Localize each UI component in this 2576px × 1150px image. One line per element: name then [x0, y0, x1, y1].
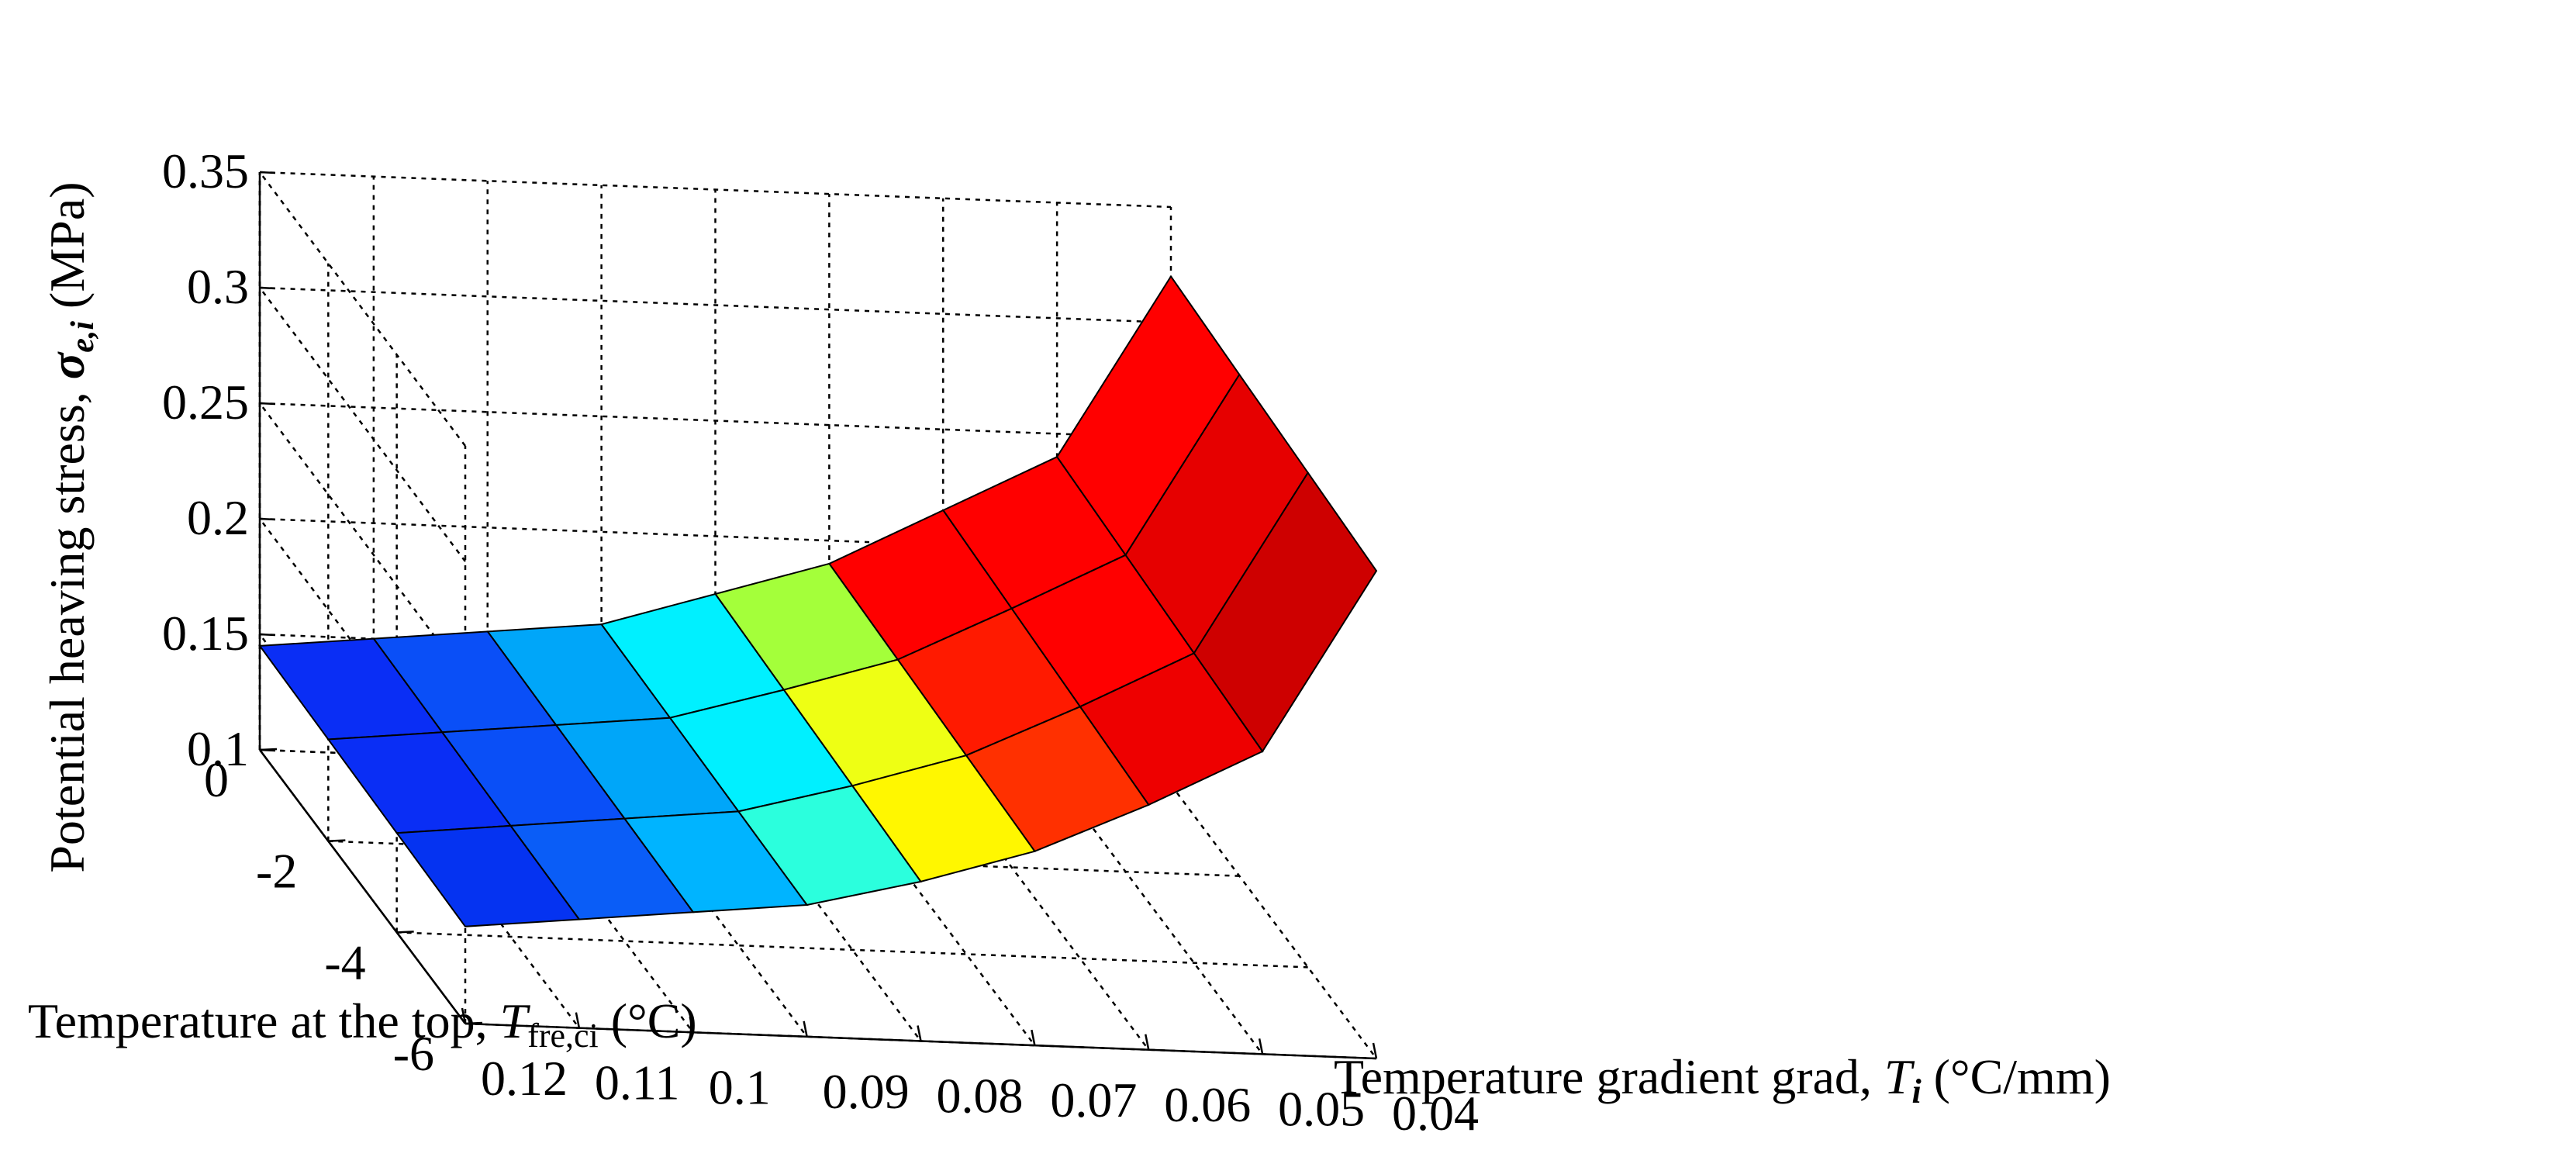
- y-tick-label: -4: [324, 934, 365, 989]
- z-tick-label: 0.25: [162, 375, 249, 430]
- z-gridline: [257, 286, 1172, 562]
- x-tick-label: 0.1: [709, 1059, 771, 1114]
- x-tick-label: 0.11: [595, 1055, 680, 1110]
- tick-labels: 0.1 0.15 0.2 0.25 0.3 0.35 0 -2 -4 -6 0.12 0.11 0.1 0…: [162, 143, 1479, 1141]
- y-floor-gridline: [396, 931, 1308, 969]
- z-tick-label: 0.15: [162, 606, 249, 661]
- z-axis-title: Potential heaving stress, σe,i (MPa): [40, 181, 101, 872]
- x-floor-gridline: [828, 771, 1036, 1046]
- x-floor-gridline: [486, 758, 694, 1034]
- x-floor-gridline: [714, 766, 922, 1042]
- y-tick-label: -2: [256, 844, 297, 899]
- x-tick-mark: [689, 1017, 694, 1033]
- surface-cell: [395, 824, 581, 927]
- x-tick-label: 0.07: [1050, 1072, 1137, 1128]
- x-tick-mark: [803, 1020, 808, 1038]
- x-tick-mark: [917, 1025, 922, 1041]
- x-tick-mark: [1258, 1038, 1264, 1055]
- y-axis-title: Temperature at the top, Tfre,ci (°C): [28, 993, 697, 1055]
- z-tick-mark: [259, 171, 276, 174]
- y-tick-mark: [396, 931, 414, 934]
- z-tick-label: 0.1: [187, 721, 249, 776]
- x-floor-gridline: [942, 775, 1150, 1051]
- x-tick-mark: [575, 1012, 581, 1028]
- x-tick-label: 0.04: [1392, 1086, 1479, 1141]
- z-tick-label: 0.35: [162, 143, 249, 199]
- z-tick-mark: [259, 517, 276, 521]
- y-tick-label: -6: [393, 1026, 434, 1081]
- x-tick-label: 0.09: [823, 1064, 910, 1119]
- z-tick-mark: [259, 633, 276, 637]
- x-tick-label: 0.08: [937, 1069, 1024, 1124]
- z-tick-label: 0.3: [187, 259, 249, 314]
- z-gridline: [257, 171, 1172, 447]
- y-axis-line: [259, 749, 466, 1024]
- x-tick-mark: [1031, 1029, 1036, 1046]
- y-tick-label: 0: [204, 752, 229, 807]
- x-tick-mark: [461, 1007, 467, 1024]
- x-tick-label: 0.12: [481, 1051, 568, 1106]
- x-floor-gridline: [372, 753, 580, 1029]
- x-floor-gridline: [600, 762, 808, 1038]
- x-axis-title: Temperature gradient grad, Ti (°C/mm): [1334, 1049, 2111, 1110]
- x-tick-label: 0.06: [1164, 1077, 1251, 1132]
- z-tick-mark: [259, 402, 276, 406]
- x-tick-mark: [1145, 1034, 1150, 1050]
- z-tick-label: 0.2: [187, 490, 249, 545]
- x-floor-gridline: [1170, 784, 1377, 1059]
- x-tick-mark: [1372, 1042, 1378, 1059]
- surface: [258, 275, 1378, 927]
- y-tick-mark: [259, 748, 278, 751]
- x-floor-gridline: [1056, 779, 1264, 1055]
- x-tick-label: 0.05: [1278, 1081, 1365, 1136]
- y-tick-mark: [464, 1021, 483, 1025]
